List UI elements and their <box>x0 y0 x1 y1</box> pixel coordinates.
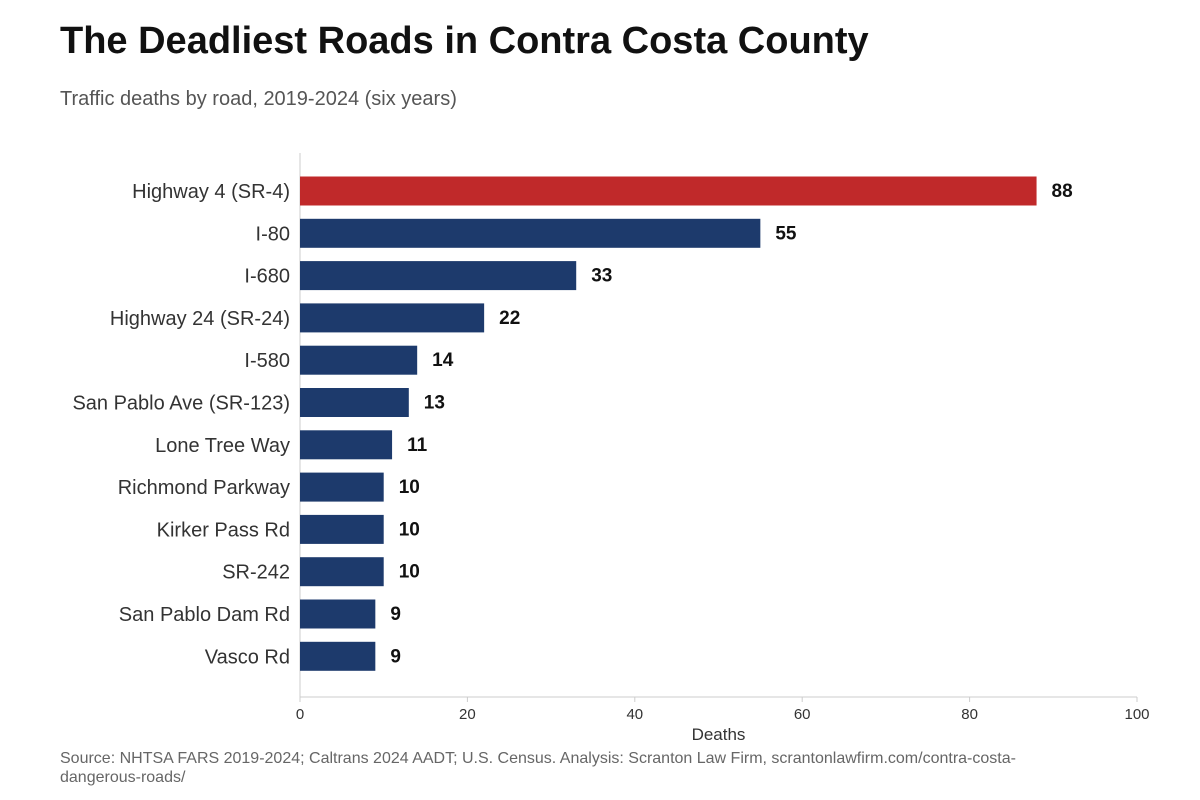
category-label: San Pablo Dam Rd <box>119 604 290 626</box>
value-label: 10 <box>399 562 420 583</box>
value-label: 13 <box>424 393 445 414</box>
category-label: Kirker Pass Rd <box>157 519 290 541</box>
x-tick-label: 80 <box>961 706 978 723</box>
value-label: 88 <box>1052 181 1073 202</box>
category-label: Highway 24 (SR-24) <box>110 308 290 330</box>
bar <box>300 345 418 375</box>
chart-title: The Deadliest Roads in Contra Costa Coun… <box>60 20 869 62</box>
category-label: Highway 4 (SR-4) <box>132 181 290 203</box>
value-label: 10 <box>399 519 420 540</box>
bar <box>300 218 761 248</box>
bar <box>300 557 384 587</box>
x-tick-label: 60 <box>794 706 811 723</box>
chart-subtitle: Traffic deaths by road, 2019-2024 (six y… <box>60 88 457 110</box>
bar <box>300 599 376 629</box>
category-label: San Pablo Ave (SR-123) <box>72 393 290 415</box>
x-tick-label: 100 <box>1124 706 1149 723</box>
bar <box>300 514 384 544</box>
bar <box>300 430 393 460</box>
category-label: SR-242 <box>222 562 290 584</box>
category-label: Richmond Parkway <box>118 477 290 499</box>
x-tick-label: 20 <box>459 706 476 723</box>
value-label: 14 <box>432 350 454 371</box>
x-axis-label: Deaths <box>692 725 746 744</box>
source-note: Source: NHTSA FARS 2019-2024; Caltrans 2… <box>60 750 1016 786</box>
bar <box>300 472 384 502</box>
value-label: 10 <box>399 477 420 498</box>
category-label: Lone Tree Way <box>155 435 290 457</box>
x-tick-label: 0 <box>296 706 304 723</box>
value-label: 55 <box>775 223 797 244</box>
bar <box>300 641 376 671</box>
x-tick-label: 40 <box>626 706 643 723</box>
value-label: 9 <box>390 604 401 625</box>
value-label: 11 <box>407 435 428 456</box>
category-label: I-80 <box>256 223 290 245</box>
value-label: 33 <box>591 266 612 287</box>
bar <box>300 176 1037 206</box>
category-label: I-580 <box>244 350 290 372</box>
category-label: I-680 <box>244 266 290 288</box>
bar <box>300 303 485 333</box>
value-label: 22 <box>499 308 520 329</box>
bar <box>300 261 577 291</box>
value-label: 9 <box>390 646 401 667</box>
category-label: Vasco Rd <box>205 646 290 668</box>
bar <box>300 388 409 417</box>
